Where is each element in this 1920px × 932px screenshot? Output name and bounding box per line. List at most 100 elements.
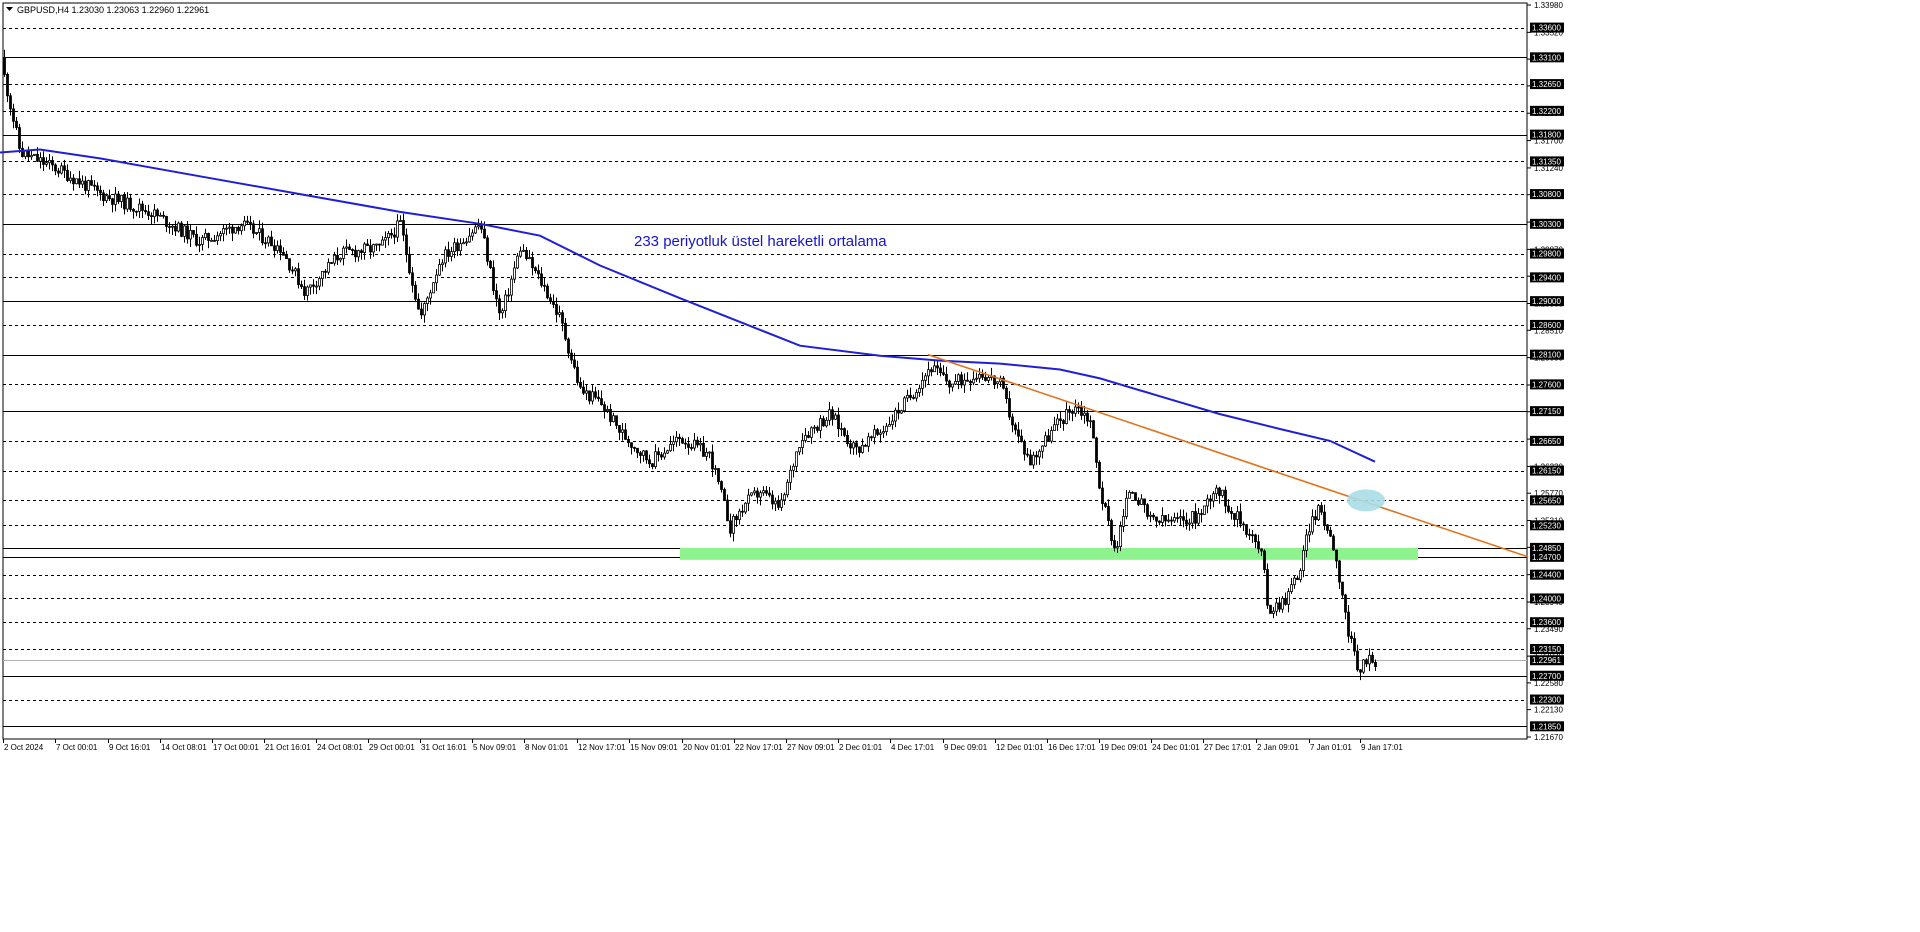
candle xyxy=(1131,491,1134,494)
current-price-box xyxy=(1530,655,1564,666)
candle xyxy=(24,150,27,157)
highlight-ellipse[interactable] xyxy=(1347,489,1385,512)
candle xyxy=(1359,669,1362,673)
candle xyxy=(762,490,765,494)
level-label-box xyxy=(1530,495,1564,506)
descending-trendline[interactable] xyxy=(927,353,1529,558)
symbol-info: GBPUSD,H4 1.23030 1.23063 1.22960 1.2296… xyxy=(17,5,209,15)
candle xyxy=(285,254,288,260)
level-label-box xyxy=(1530,406,1564,417)
candle xyxy=(834,414,837,420)
candle xyxy=(966,379,969,382)
candle xyxy=(267,236,270,244)
candle xyxy=(948,380,951,388)
candle xyxy=(1215,487,1218,495)
candle xyxy=(405,234,408,255)
candle xyxy=(261,228,264,244)
candle xyxy=(579,382,582,388)
candle xyxy=(900,410,903,414)
candle xyxy=(1278,602,1281,610)
candle xyxy=(1293,577,1296,586)
candle xyxy=(1062,420,1065,424)
candle xyxy=(1173,517,1176,522)
candle xyxy=(1338,560,1341,583)
candle xyxy=(9,95,12,110)
candle xyxy=(324,270,327,273)
candle xyxy=(663,452,666,458)
candles-layer xyxy=(3,49,1377,681)
candle xyxy=(1056,418,1059,426)
candle xyxy=(849,443,852,449)
candle xyxy=(945,374,948,382)
candle xyxy=(1194,511,1197,524)
candle xyxy=(315,285,318,288)
candle xyxy=(816,426,819,431)
candle xyxy=(117,193,120,202)
candle xyxy=(393,234,396,238)
candle xyxy=(147,211,150,216)
candle xyxy=(1308,531,1311,536)
candle xyxy=(111,198,114,205)
candle xyxy=(492,267,495,292)
time-label: 2 Jan 09:01 xyxy=(1257,743,1299,752)
candle xyxy=(186,225,189,240)
candle xyxy=(33,153,36,156)
candle xyxy=(66,169,69,181)
candle xyxy=(510,278,513,296)
level-label-box xyxy=(1530,22,1564,33)
candle xyxy=(741,510,744,513)
candle xyxy=(1125,497,1128,517)
candle xyxy=(864,444,867,447)
candle xyxy=(738,510,741,521)
candle xyxy=(1038,450,1041,458)
candle xyxy=(1155,516,1158,522)
candle xyxy=(387,233,390,239)
candle xyxy=(1260,548,1263,552)
candle xyxy=(72,177,75,185)
plot-area[interactable] xyxy=(2,2,1528,740)
level-label-box xyxy=(1530,542,1564,553)
level-label-box xyxy=(1530,349,1564,360)
level-label: 1.29400 xyxy=(1532,273,1561,282)
candle xyxy=(1167,519,1170,522)
candle xyxy=(711,451,714,470)
candle xyxy=(288,258,291,271)
candle xyxy=(237,226,240,232)
candle xyxy=(459,243,462,252)
candle xyxy=(1272,610,1275,614)
support-zone-layer xyxy=(680,547,1418,560)
level-label: 1.33100 xyxy=(1532,53,1561,62)
level-label: 1.25650 xyxy=(1532,496,1561,505)
candle xyxy=(819,418,822,431)
candle xyxy=(951,383,954,388)
level-label-box xyxy=(1530,694,1564,705)
time-label: 17 Oct 00:01 xyxy=(213,743,259,752)
candle xyxy=(960,374,963,386)
candle xyxy=(1233,513,1236,520)
chevron-down-icon[interactable] xyxy=(6,7,13,11)
candle xyxy=(1209,498,1212,502)
candle xyxy=(1224,489,1227,507)
support-zone[interactable] xyxy=(680,547,1418,560)
candle xyxy=(1275,602,1278,612)
candle xyxy=(255,232,258,234)
candle xyxy=(3,56,6,75)
candle xyxy=(1095,437,1098,463)
candle xyxy=(1200,513,1203,515)
candle xyxy=(192,230,195,235)
candle xyxy=(282,252,285,256)
candle xyxy=(876,429,879,435)
candle xyxy=(1029,454,1032,466)
candle xyxy=(606,409,609,412)
level-label: 1.23150 xyxy=(1532,645,1561,654)
candle xyxy=(996,381,999,385)
candle xyxy=(144,210,147,213)
candle xyxy=(540,273,543,286)
candle xyxy=(78,178,81,185)
ema-233-line[interactable] xyxy=(0,148,1376,463)
candle xyxy=(453,242,456,252)
candle xyxy=(642,450,645,456)
price-tick-label: 1.33980 xyxy=(1534,1,1563,10)
candle xyxy=(354,249,357,258)
